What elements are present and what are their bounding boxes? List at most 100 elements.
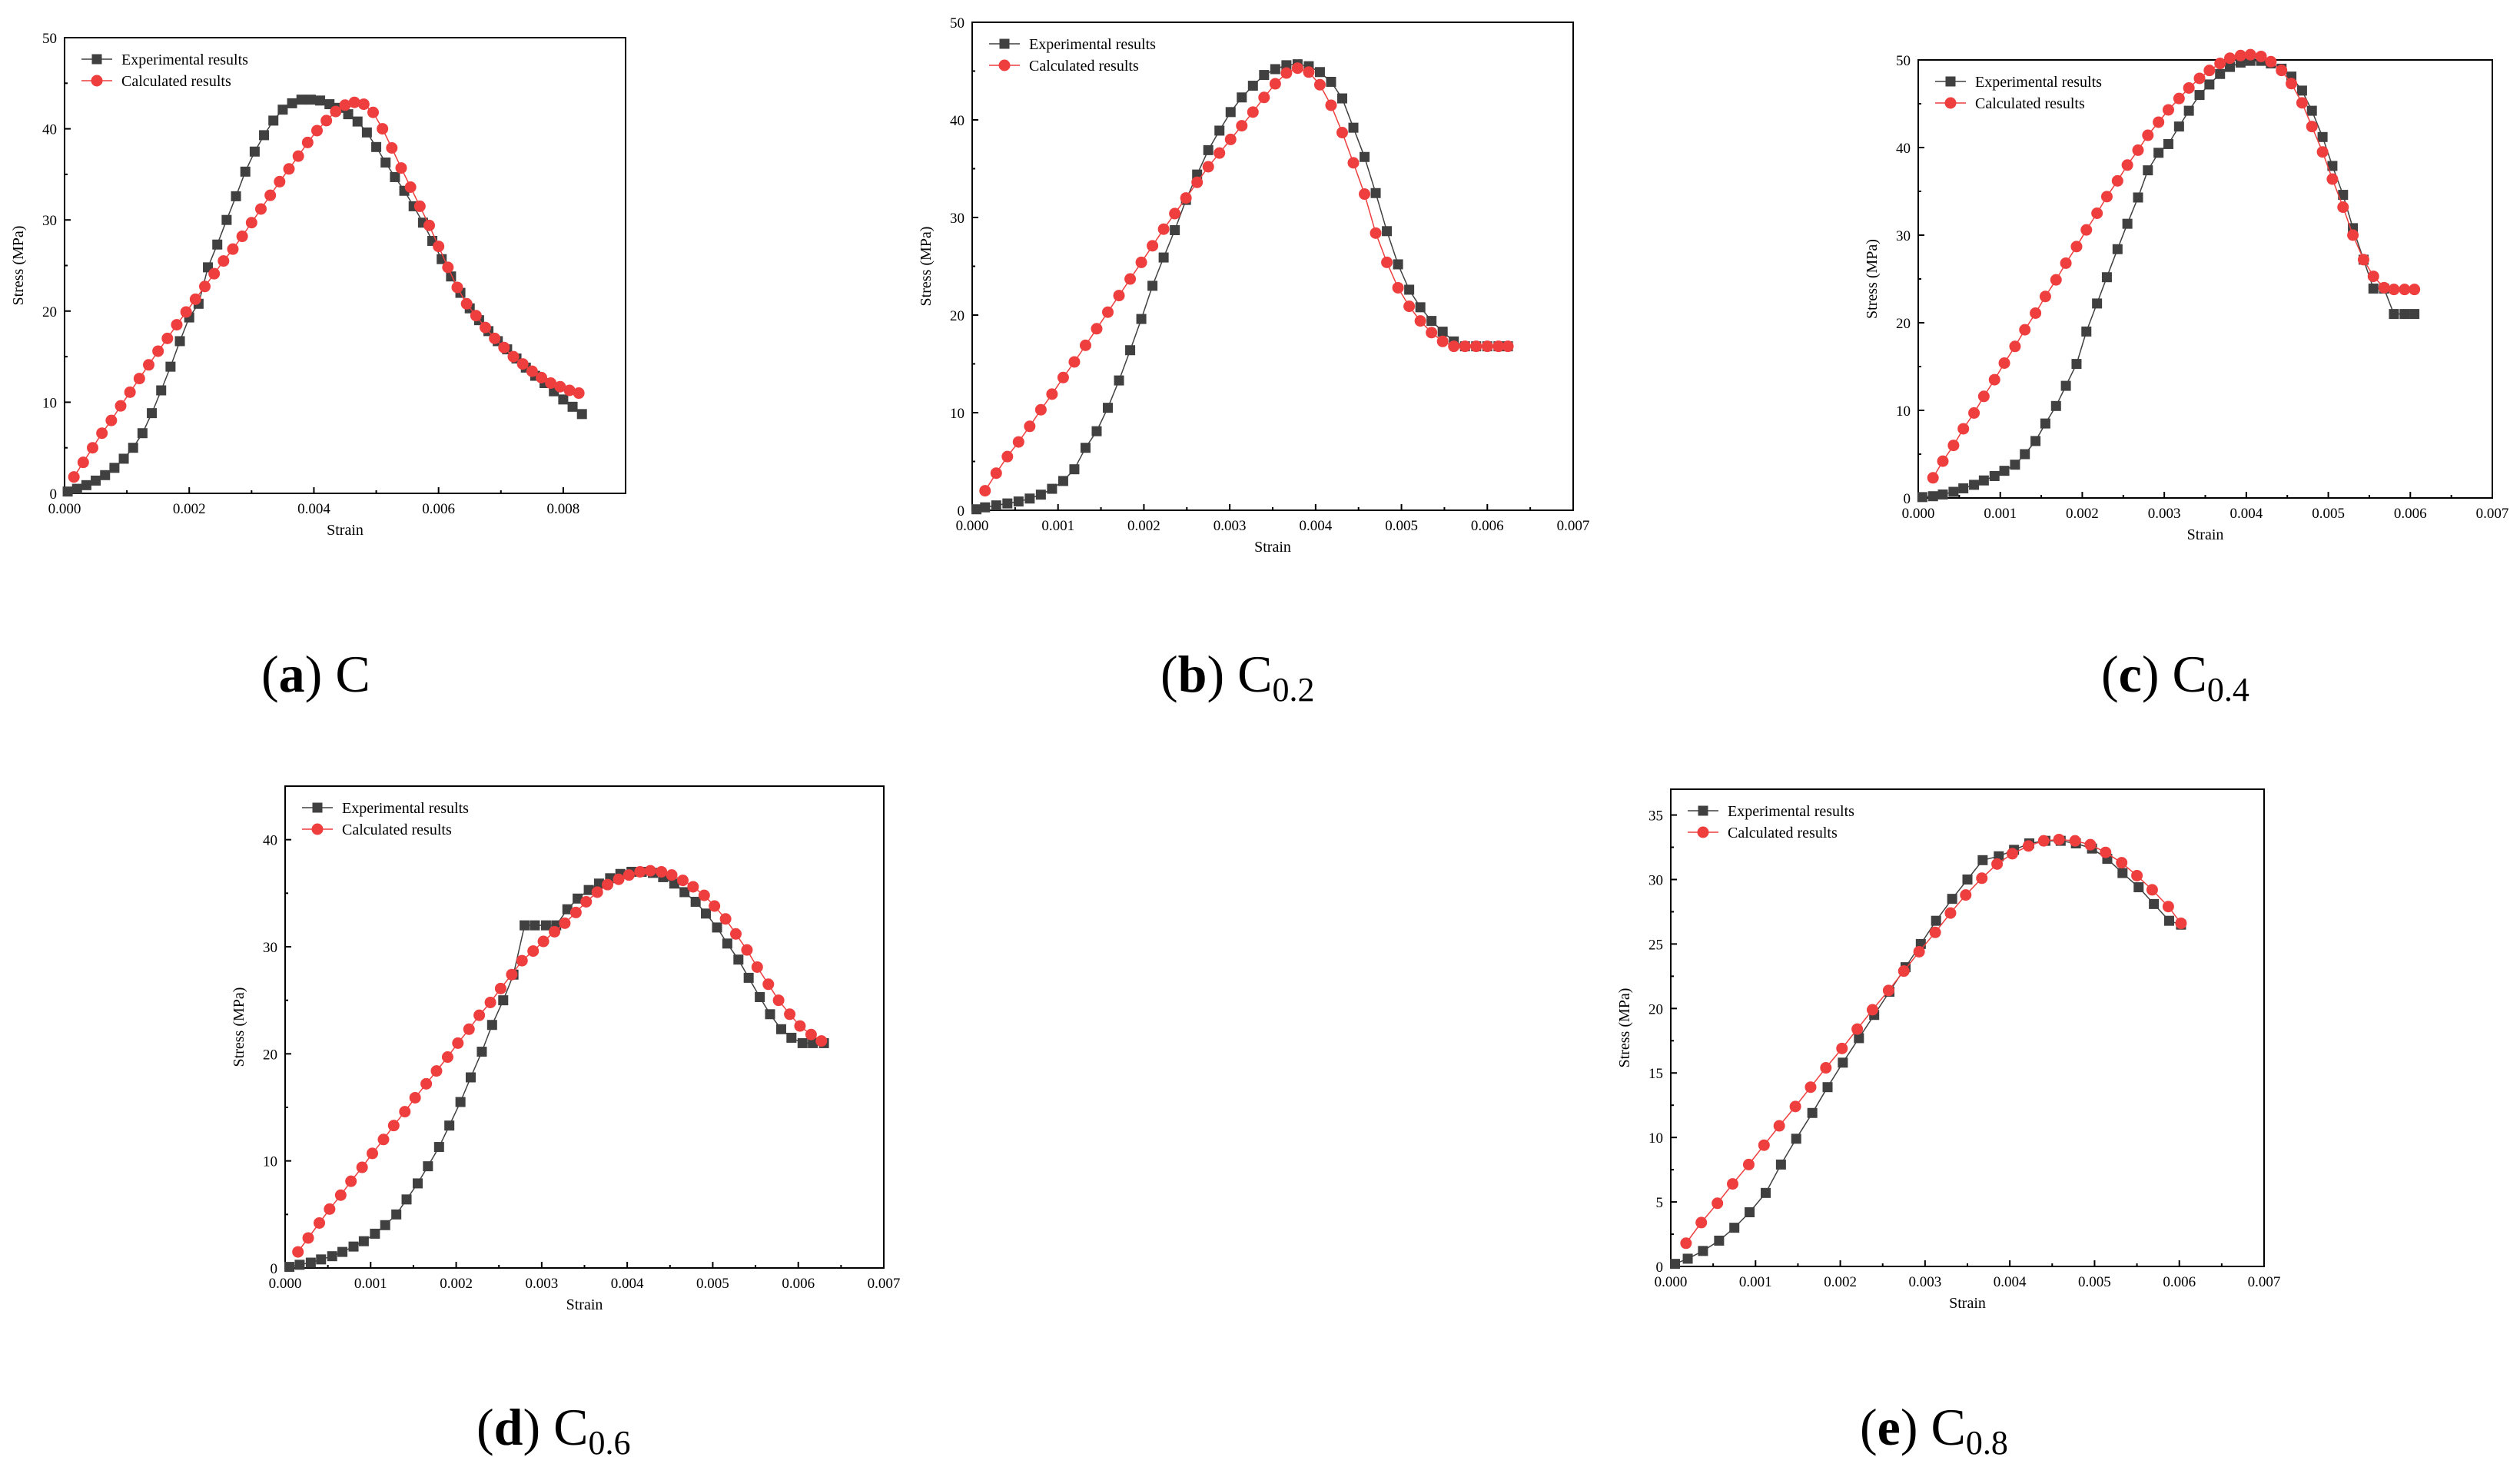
data-point	[1758, 1139, 1770, 1151]
data-point	[390, 171, 400, 182]
data-point	[314, 1216, 326, 1229]
data-point	[1917, 492, 1927, 503]
data-point	[1001, 450, 1014, 463]
data-point	[1247, 106, 1259, 118]
data-point	[2204, 79, 2215, 90]
chart-panel-b: 0.000 0.001 0.002 0.003 0.004 0.005 0.006 0.007…	[918, 15, 1589, 709]
data-point	[2378, 281, 2390, 294]
data-point	[337, 1246, 348, 1257]
data-point	[1024, 493, 1035, 504]
data-point	[2133, 882, 2144, 893]
data-point	[430, 1065, 443, 1077]
data-point	[62, 486, 73, 497]
data-point	[352, 116, 363, 127]
series-calculated	[979, 62, 1514, 497]
data-point	[1336, 93, 1347, 104]
data-point	[2020, 449, 2030, 460]
y-tick-label: 10	[42, 395, 57, 411]
data-point	[1347, 157, 1360, 169]
data-point	[1403, 300, 1416, 313]
data-point	[1203, 144, 1214, 155]
data-point	[1057, 371, 1069, 383]
data-point	[733, 954, 744, 965]
data-point	[2214, 58, 2226, 70]
data-point	[77, 456, 89, 469]
data-point	[1147, 240, 1159, 252]
data-point	[334, 1189, 347, 1201]
data-point	[2117, 868, 2128, 878]
legend-item: Experimental results	[989, 36, 1156, 53]
data-point	[1761, 1187, 1771, 1198]
data-point	[2296, 85, 2307, 96]
data-point	[549, 925, 561, 938]
x-tick-label: 0.006	[2394, 506, 2427, 522]
data-point	[1035, 490, 1046, 500]
y-tick-label: 20	[950, 308, 965, 324]
data-point	[305, 95, 316, 105]
data-point	[656, 865, 668, 878]
data-point	[327, 1251, 337, 1262]
data-point	[1712, 1197, 1724, 1210]
data-point	[1392, 281, 1404, 294]
data-point	[441, 1051, 453, 1064]
x-tick-label: 0.006	[782, 1276, 815, 1292]
data-point	[395, 162, 407, 174]
data-point	[2327, 161, 2338, 171]
data-point	[1957, 423, 1970, 435]
data-point	[2173, 121, 2184, 132]
data-point	[404, 181, 417, 194]
data-point	[1224, 133, 1237, 145]
x-tick-label: 0.001	[354, 1276, 387, 1292]
data-point	[1937, 455, 1949, 467]
caption-sub: 0.4	[2207, 671, 2249, 709]
data-point	[573, 387, 585, 400]
data-point	[1437, 327, 1448, 337]
data-point	[259, 130, 270, 141]
legend: Experimental results Calculated results	[1688, 803, 1854, 841]
y-tick-label: 40	[263, 833, 277, 849]
data-point	[105, 414, 118, 427]
data-point	[2234, 49, 2246, 61]
data-point	[805, 1028, 817, 1041]
data-point	[1259, 70, 1270, 81]
series-calculated	[292, 865, 828, 1258]
data-point	[2306, 105, 2317, 116]
y-tick-label: 40	[1896, 141, 1911, 157]
data-point	[463, 1023, 475, 1035]
data-point	[412, 1178, 423, 1189]
data-point	[1012, 436, 1024, 448]
x-tick-label: 0.002	[440, 1276, 473, 1292]
data-point	[1080, 443, 1091, 453]
legend-marker	[1697, 826, 1709, 838]
x-tick-label: 0.004	[611, 1276, 644, 1292]
data-point	[530, 920, 540, 931]
data-point	[1113, 290, 1125, 302]
data-point	[1102, 306, 1114, 318]
data-point	[666, 869, 678, 881]
data-point	[2163, 915, 2174, 926]
data-point	[1729, 1223, 1740, 1233]
data-point	[2193, 72, 2206, 85]
data-point	[2286, 78, 2298, 90]
data-point	[2050, 400, 2061, 411]
data-point	[1002, 498, 1013, 509]
data-point	[1791, 1133, 1801, 1144]
data-point	[460, 297, 473, 310]
data-point	[437, 254, 447, 264]
y-tick-label: 20	[1896, 316, 1911, 332]
data-point	[794, 1020, 806, 1032]
data-point	[1280, 67, 1293, 79]
data-point	[1960, 889, 1972, 901]
data-point	[1024, 420, 1036, 433]
x-tick-label: 0.002	[1824, 1274, 1857, 1290]
series-experimental	[1917, 55, 2420, 503]
data-point	[377, 1133, 390, 1146]
x-tick-label: 0.006	[422, 501, 455, 517]
data-point	[554, 380, 566, 393]
data-point	[2030, 436, 2041, 446]
data-point	[2080, 224, 2093, 236]
data-point	[115, 400, 127, 412]
data-point	[527, 945, 540, 958]
plot-frame	[1670, 788, 2265, 1267]
y-tick-label: 40	[950, 113, 965, 129]
